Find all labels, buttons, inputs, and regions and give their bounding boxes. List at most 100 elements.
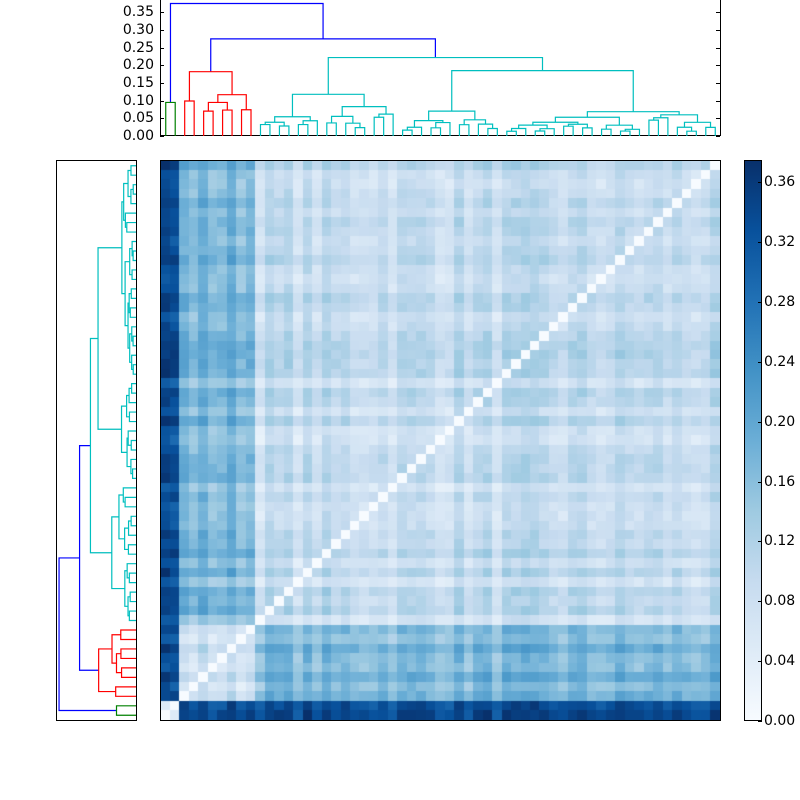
dendrogram-link — [532, 121, 579, 126]
dendrogram-link — [648, 119, 660, 136]
dendrogram-link — [518, 124, 548, 129]
dendrogram-link — [510, 127, 527, 136]
top-dendrogram — [160, 0, 721, 136]
top-dendrogram-ytick — [160, 12, 164, 14]
dendrogram-link — [124, 496, 136, 508]
dendrogram-link — [130, 515, 136, 527]
dendrogram-link — [129, 248, 133, 276]
dendrogram-link — [506, 130, 517, 136]
dendrogram-link — [297, 123, 309, 136]
dendrogram-link — [127, 544, 136, 555]
colorbar-tick — [758, 361, 762, 363]
dendrogram-link — [127, 430, 136, 446]
dendrogram-link — [165, 101, 176, 136]
dendrogram-link — [123, 182, 129, 221]
dendrogram-link — [127, 520, 136, 536]
dendrogram-link — [240, 109, 252, 136]
dendrogram-link — [354, 127, 366, 136]
top-dendrogram-ytick-label: 0.35 — [122, 4, 154, 21]
top-dendrogram-ytick-label: 0.00 — [122, 128, 154, 144]
dendrogram-link — [619, 130, 631, 136]
dendrogram-link — [330, 115, 354, 124]
dendrogram-link — [126, 394, 130, 418]
dendrogram-link — [132, 335, 136, 347]
colorbar-tick — [758, 302, 762, 304]
dendrogram-link — [127, 596, 131, 617]
dendrogram-link — [539, 128, 555, 136]
dendrogram-link — [129, 307, 136, 318]
dendrogram-link — [58, 557, 117, 712]
dendrogram-link — [274, 116, 311, 123]
top-dendrogram-ytick-right — [716, 30, 720, 32]
top-dendrogram-ytick-right — [716, 83, 720, 84]
dendrogram-link — [78, 445, 99, 671]
colorbar-tick-label: 0.00 — [764, 713, 796, 729]
dendrogram-link — [132, 184, 136, 195]
dendrogram-link — [264, 121, 285, 126]
top-dendrogram-ytick — [160, 100, 164, 102]
top-dendrogram-ytick-right — [716, 118, 720, 120]
dendrogram-link — [430, 127, 442, 136]
dendrogram-link — [124, 570, 129, 607]
colorbar-tick — [758, 541, 762, 543]
heatmap — [160, 160, 721, 721]
dendrogram-link — [413, 120, 444, 128]
dendrogram-link — [131, 269, 136, 281]
dendrogram-link — [124, 527, 129, 551]
dendrogram-link — [115, 686, 136, 697]
top-dendrogram-ytick-right — [716, 47, 720, 49]
dendrogram-link — [373, 116, 385, 136]
dendrogram-link — [554, 116, 620, 126]
dendrogram-link — [302, 120, 318, 136]
top-dendrogram-ytick-label: 0.25 — [122, 39, 154, 56]
top-dendrogram-ytick — [160, 118, 164, 120]
top-dendrogram-ytick-label: 0.30 — [122, 22, 154, 39]
dendrogram-link — [705, 126, 716, 136]
top-dendrogram-ytick-label: 0.20 — [122, 57, 154, 74]
dendrogram-link — [345, 122, 361, 136]
dendrogram-link — [686, 130, 697, 136]
dendrogram-link — [130, 458, 136, 475]
dendrogram-link — [115, 705, 136, 716]
colorbar-tick-label: 0.36 — [764, 174, 796, 191]
dendrogram-link — [98, 648, 116, 693]
dendrogram-link — [120, 629, 136, 641]
dendrogram-link — [169, 2, 324, 103]
colorbar-tick-label: 0.08 — [764, 593, 796, 610]
colorbar-tick-label: 0.12 — [764, 533, 796, 550]
dendrogram-link — [428, 110, 476, 121]
heatmap-cells — [161, 161, 720, 720]
top-dendrogram-ytick — [160, 83, 164, 84]
top-dendrogram-ytick-right — [716, 65, 720, 67]
dendrogram-link — [130, 439, 136, 451]
dendrogram-link — [131, 383, 136, 394]
dendrogram-link — [567, 123, 588, 128]
dendrogram-link — [128, 610, 136, 622]
dendrogram-link — [600, 128, 612, 136]
dendrogram-link — [132, 364, 136, 375]
dendrogram-link — [259, 123, 271, 136]
dendrogram-link — [378, 113, 394, 136]
dendrogram-link — [487, 127, 498, 136]
dendrogram-link — [128, 572, 136, 584]
colorbar-tick — [758, 721, 762, 722]
colorbar-tick — [758, 481, 762, 483]
dendrogram-link — [402, 129, 413, 136]
dendrogram-link — [120, 667, 136, 678]
top-dendrogram-ytick-label: 0.05 — [122, 110, 154, 127]
dendrogram-link — [115, 653, 122, 674]
dendrogram-link — [210, 38, 436, 72]
dendrogram-link — [406, 126, 423, 136]
dendrogram-link — [129, 333, 132, 363]
dendrogram-link — [586, 111, 680, 118]
colorbar-tick-label: 0.28 — [764, 294, 796, 311]
dendrogram-link — [132, 250, 136, 262]
dendrogram-link — [291, 93, 365, 117]
dendrogram-link — [463, 119, 487, 125]
dendrogram-link — [341, 106, 387, 117]
dendrogram-link — [128, 411, 136, 423]
dendrogram-link — [131, 354, 136, 371]
dendrogram-link — [582, 127, 593, 136]
left-dendrogram-lines — [58, 165, 136, 716]
colorbar-tick — [758, 182, 762, 184]
